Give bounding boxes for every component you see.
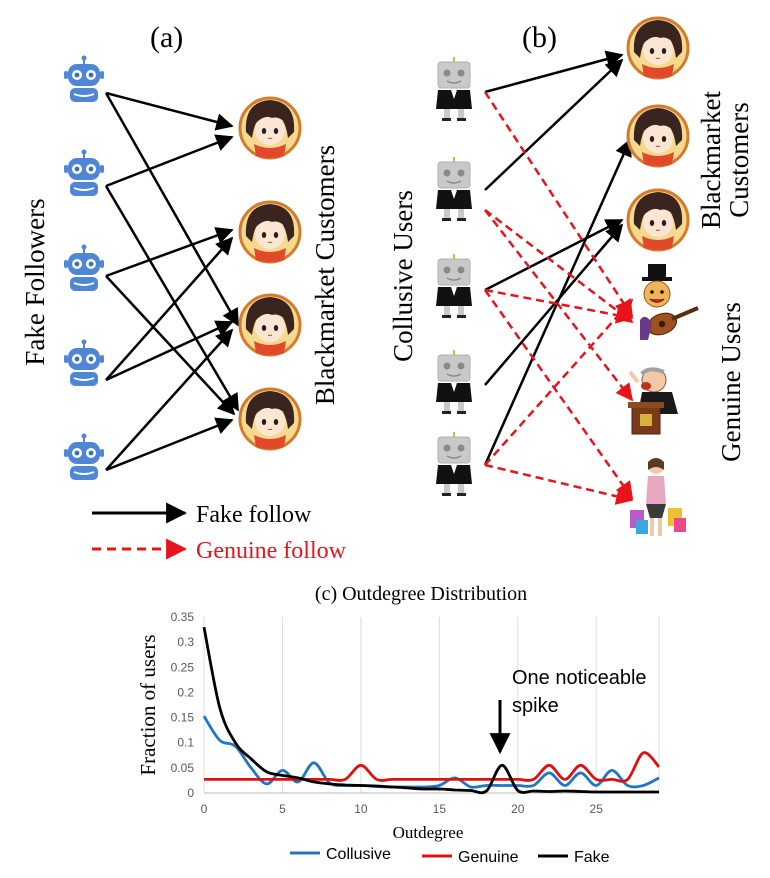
fake-followers-label: Fake Followers — [20, 198, 50, 365]
edge-b-genuine — [484, 209, 634, 402]
blackmarket-customer-avatar-icon — [238, 96, 302, 160]
genuine-user-speaker-icon — [628, 367, 678, 435]
fake-follower-robot-icon — [63, 54, 105, 103]
chart-annotation-line1: One noticeable — [512, 667, 647, 689]
series-line-collusive — [202, 715, 660, 789]
genuine-users-label: Genuine Users — [716, 302, 746, 462]
fake-follower-robot-icon — [63, 243, 105, 292]
y-tick-label: 0.05 — [171, 761, 195, 775]
y-tick-label: 0.3 — [177, 635, 194, 649]
edge-b-fake — [484, 223, 624, 386]
y-tick-label: 0.15 — [171, 711, 195, 725]
collusive-users-label: Collusive Users — [388, 190, 418, 362]
edge-a — [105, 320, 234, 382]
blackmarket-customer-avatar-icon — [238, 293, 302, 357]
legend-collusive-label: Collusive — [326, 846, 391, 863]
edge-b-genuine — [483, 91, 634, 318]
edge-a — [105, 417, 234, 472]
series-line-fake — [202, 626, 659, 795]
edge-a — [104, 185, 240, 412]
y-tick-label: 0.2 — [177, 685, 194, 699]
edge-a — [104, 92, 240, 327]
collusive-user-robot-icon — [435, 156, 473, 222]
collusive-user-robot-icon — [435, 56, 473, 122]
blackmarket-customers-label-b-line2: Customers — [724, 102, 754, 218]
blackmarket-customer-avatar-icon — [626, 188, 690, 252]
edge-a — [105, 236, 234, 381]
x-tick-label: 5 — [279, 802, 286, 816]
genuine-user-shopper-icon — [630, 458, 686, 536]
edge-a — [105, 91, 234, 131]
fake-follower-robot-icon — [63, 432, 105, 481]
chart-gridlines — [203, 617, 660, 793]
edge-b-fake — [484, 50, 624, 94]
collusive-user-robot-icon — [435, 431, 473, 497]
blackmarket-customer-avatar-icon — [626, 104, 690, 168]
edge-b-genuine — [484, 298, 634, 466]
x-tick-label: 20 — [511, 802, 525, 816]
edge-a — [105, 134, 234, 188]
y-tick-label: 0.1 — [177, 736, 194, 750]
chart-series — [202, 626, 661, 795]
collusive-user-robot-icon — [435, 253, 473, 319]
y-axis-label: Fraction of users — [136, 634, 160, 775]
blackmarket-customer-avatar-icon — [626, 16, 690, 80]
panel-a-label: (a) — [150, 21, 183, 54]
x-axis-label: Outdegree — [393, 823, 464, 842]
chart-annotation-line2: spike — [512, 695, 559, 717]
edge-b-genuine — [484, 463, 634, 505]
chart-title: (c) Outdegree Distribution — [315, 583, 527, 605]
edge-b-genuine — [484, 209, 634, 324]
chart-x-ticks: 0 5 10 15 20 25 — [201, 802, 604, 816]
panel-b-label: (b) — [522, 21, 557, 54]
edge-a — [105, 275, 236, 416]
genuine-user-musician-icon — [640, 264, 699, 340]
panel-c-chart: (c) Outdegree Distribution Fraction of u… — [136, 583, 661, 866]
legend-top: Fake follow Genuine follow — [92, 502, 347, 564]
edge-a — [105, 227, 234, 278]
edge-b-genuine — [483, 289, 634, 500]
blackmarket-customers-label-b-line1: Blackmarket — [696, 91, 726, 229]
y-tick-label: 0.35 — [171, 610, 195, 624]
panel-a-edges — [104, 91, 240, 472]
x-tick-label: 25 — [590, 802, 604, 816]
legend-fake-follow-label: Fake follow — [196, 502, 312, 528]
series-line-genuine — [204, 751, 661, 783]
edge-b-fake — [484, 218, 624, 292]
legend-genuine-follow-label: Genuine follow — [196, 538, 347, 564]
y-tick-label: 0.25 — [171, 660, 195, 674]
fake-follower-robot-icon — [63, 338, 105, 387]
panel-b-fake-edges — [483, 50, 632, 466]
chart-legend: Collusive Genuine Fake — [290, 846, 610, 866]
x-tick-label: 10 — [354, 802, 368, 816]
panel-b-genuine-edges — [483, 91, 634, 505]
fake-follower-robot-icon — [63, 148, 105, 197]
legend-fake-label: Fake — [574, 849, 610, 866]
x-tick-label: 0 — [201, 802, 208, 816]
edge-a — [105, 328, 234, 471]
panel-b: (b) Collusive Users Blackmarket Customer… — [388, 16, 754, 536]
blackmarket-customer-avatar-icon — [238, 200, 302, 264]
panel-a: (a) Fake Followers Blackmarket Customers — [20, 21, 340, 481]
collusive-user-robot-icon — [435, 349, 473, 415]
x-tick-label: 15 — [433, 802, 447, 816]
chart-y-ticks: 0 0.05 0.1 0.15 0.2 0.25 0.3 0.35 — [171, 610, 195, 800]
blackmarket-customer-avatar-icon — [238, 387, 302, 451]
edge-b-fake — [484, 58, 624, 191]
blackmarket-customers-label-a: Blackmarket Customers — [310, 145, 340, 405]
edge-b-genuine — [484, 288, 634, 324]
legend-genuine-label: Genuine — [458, 849, 519, 866]
y-tick-label: 0 — [187, 786, 194, 800]
